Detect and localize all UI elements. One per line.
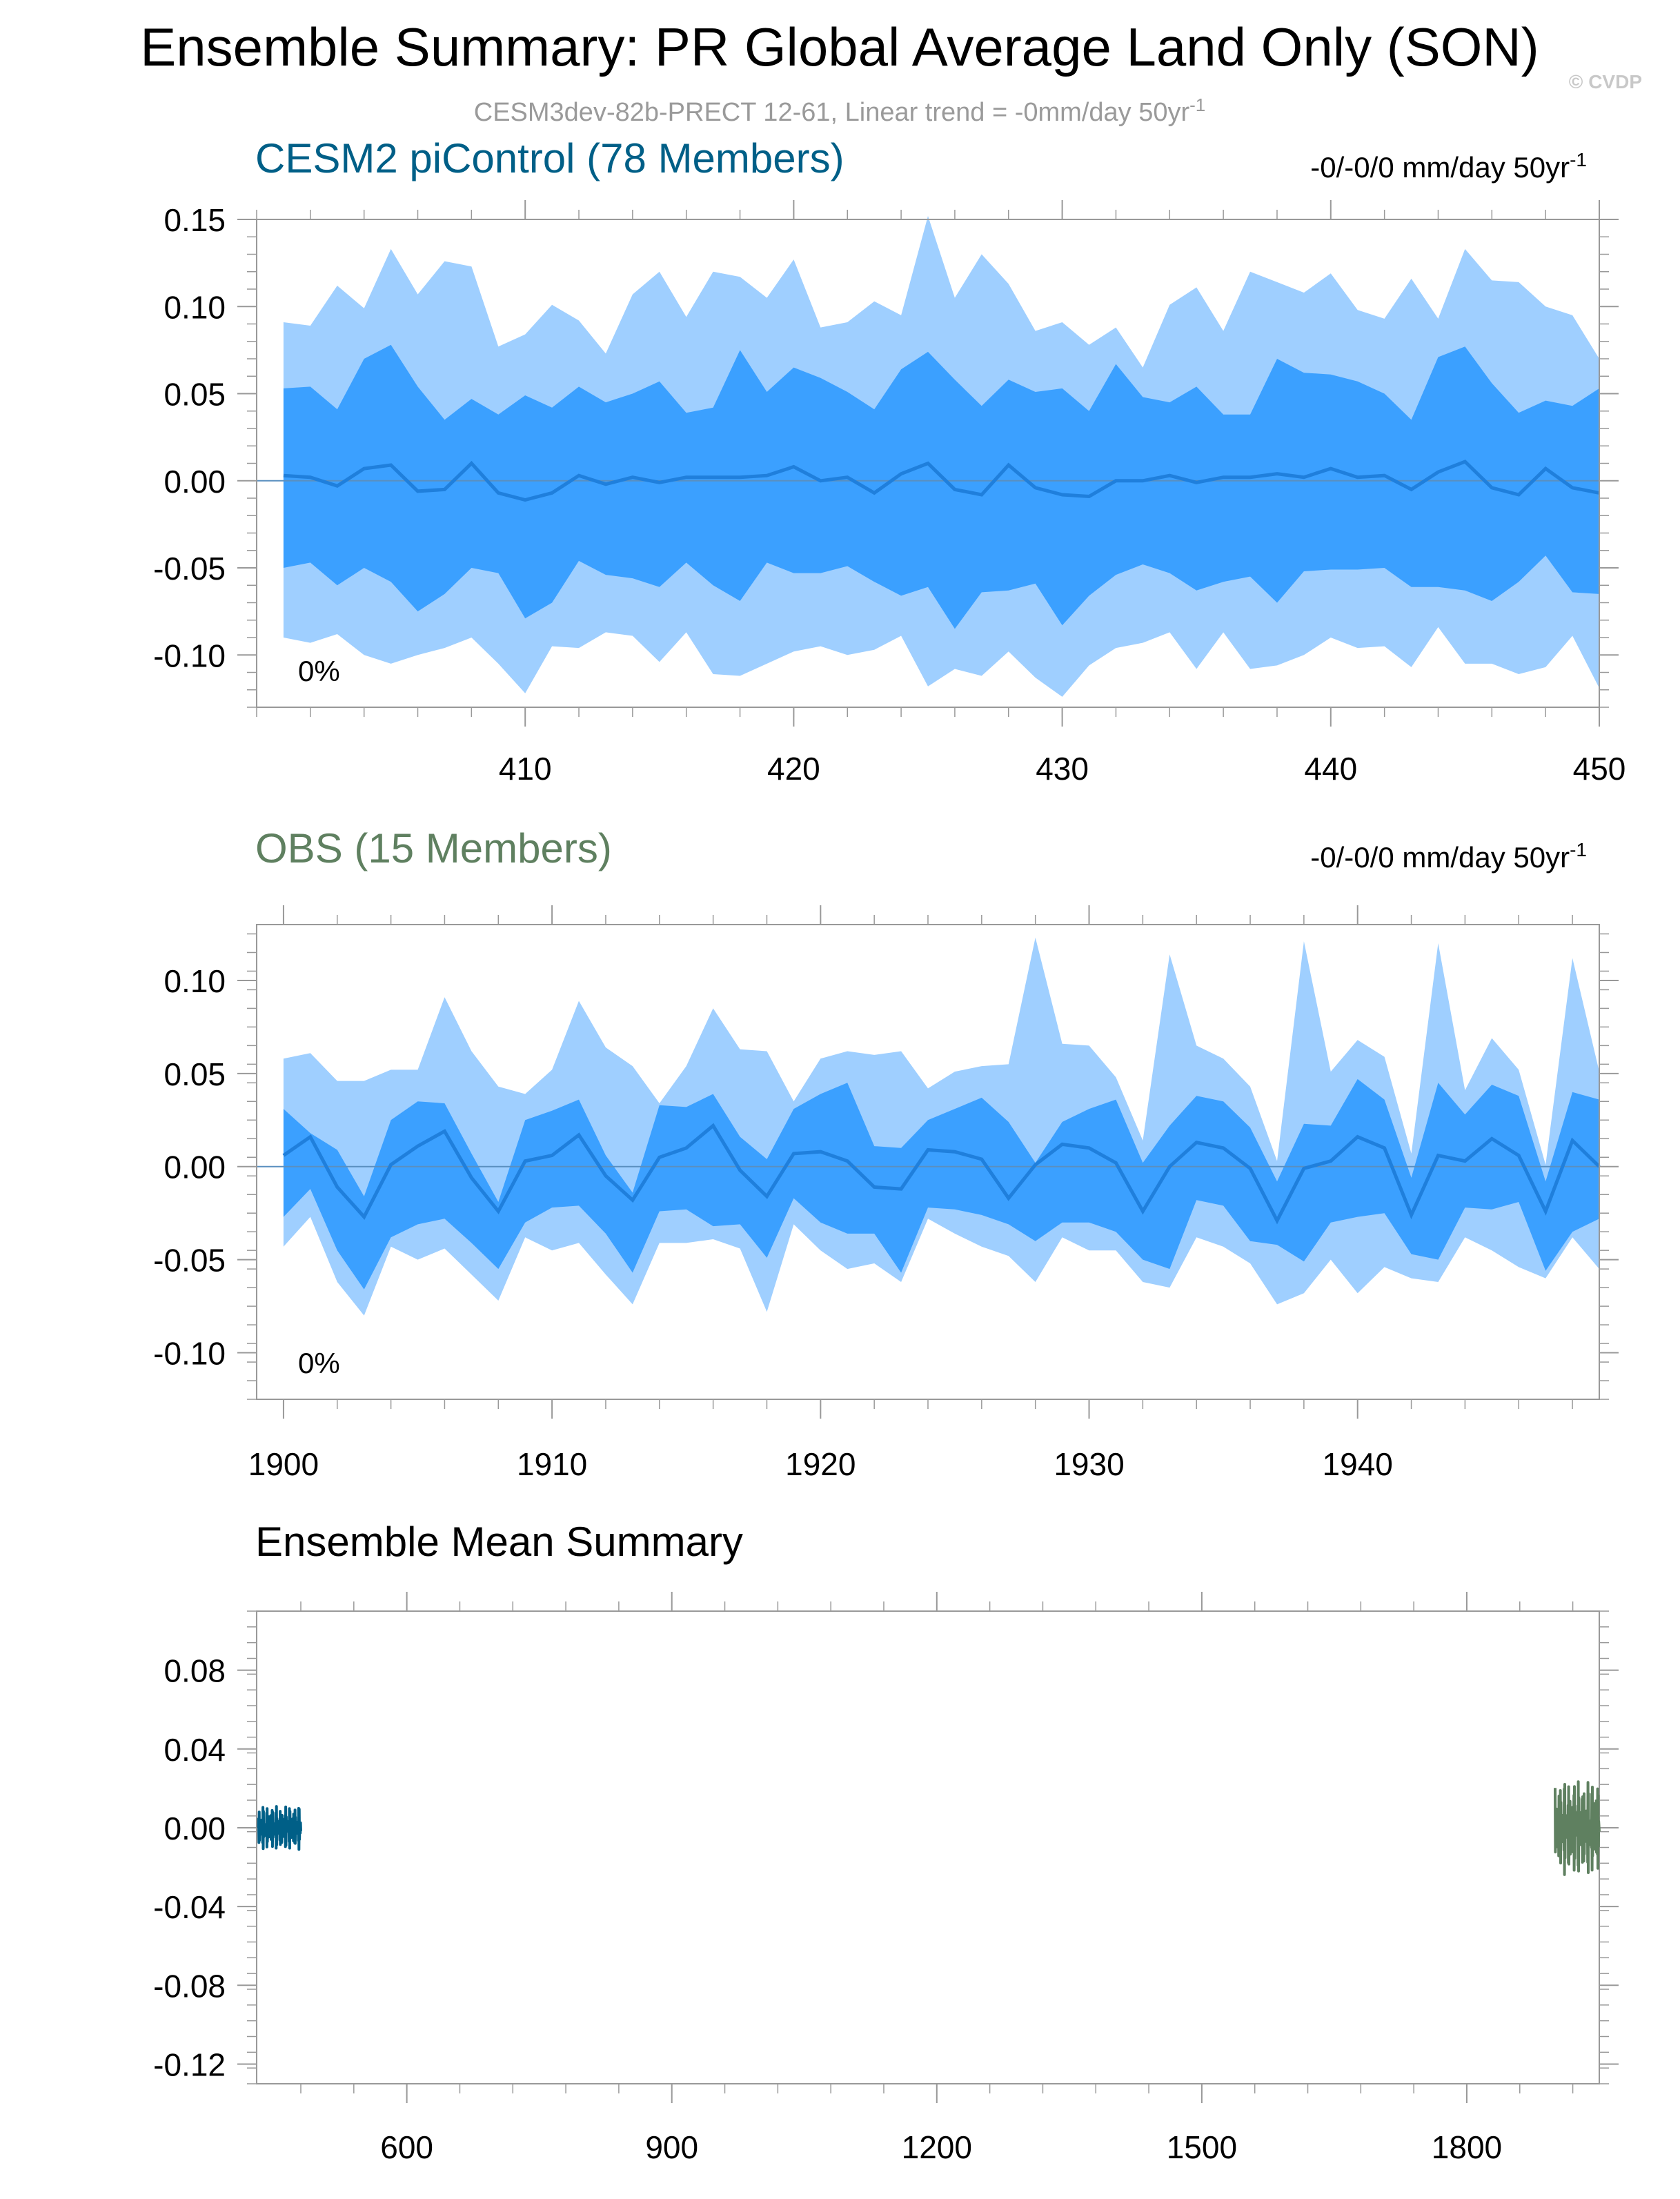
- x-tick-label: 430: [1036, 751, 1089, 787]
- panel-title-obs: OBS (15 Members): [255, 825, 612, 871]
- x-tick-label: 1920: [785, 1446, 856, 1482]
- y-tick-label: -0.12: [153, 2047, 226, 2082]
- x-tick-label: 420: [767, 751, 820, 787]
- y-tick-label: 0.00: [164, 1811, 226, 1846]
- panel-title-cesm2: CESM2 piControl (78 Members): [255, 135, 844, 181]
- y-tick-label: -0.08: [153, 1968, 226, 2004]
- ensemble-mean-series-obs: [1554, 1780, 1601, 1876]
- y-tick-label: 0.10: [164, 963, 226, 999]
- y-tick-label: -0.10: [153, 1336, 226, 1372]
- plot-frame: [256, 1610, 1600, 2084]
- subtitle-superscript: -1: [1189, 95, 1205, 115]
- y-tick-label: 0.05: [164, 1056, 226, 1092]
- y-tick-label: -0.05: [153, 551, 226, 586]
- svg-text:CESM3dev-82b-PRECT 12-61, Line: CESM3dev-82b-PRECT 12-61, Linear trend =…: [474, 95, 1206, 127]
- y-tick-label: -0.04: [153, 1889, 226, 1925]
- y-tick-label: 0.04: [164, 1732, 226, 1768]
- y-tick-label: -0.05: [153, 1243, 226, 1279]
- x-tick-label: 1500: [1167, 2129, 1237, 2165]
- x-tick-label: 1910: [517, 1446, 587, 1482]
- subtitle: CESM3dev-82b-PRECT 12-61, Linear trend =…: [474, 95, 1206, 127]
- ensemble-mean-line: [282, 1123, 1601, 1225]
- panel-obs: OBS (15 Members) -0/-0/0 mm/day 50yr-1 -…: [153, 825, 1619, 1482]
- percent-annotation: 0%: [298, 655, 340, 687]
- panel-title-ensemble-mean: Ensemble Mean Summary: [255, 1519, 743, 1565]
- trend-label-obs: -0/-0/0 mm/day 50yr-1: [1310, 839, 1587, 874]
- figure-title: Ensemble Summary: PR Global Average Land…: [140, 17, 1539, 77]
- y-tick-label: 0.05: [164, 377, 226, 413]
- x-tick-label: 1200: [902, 2129, 972, 2165]
- x-tick-label: 1900: [248, 1446, 319, 1482]
- y-tick-label: 0.00: [164, 1150, 226, 1185]
- x-tick-label: 1800: [1432, 2129, 1502, 2165]
- watermark: © CVDP: [1569, 71, 1642, 92]
- y-tick-label: -0.10: [153, 638, 226, 673]
- percent-annotation: 0%: [298, 1347, 340, 1379]
- panel-cesm2-picontrol: CESM2 piControl (78 Members) -0/-0/0 mm/…: [153, 135, 1625, 787]
- panel-ensemble-mean-summary: Ensemble Mean Summary -0.12 -0.08 -0.04 0.0…: [153, 1519, 1619, 2165]
- x-tick-label: 1930: [1054, 1446, 1124, 1482]
- y-tick-label: 0.10: [164, 289, 226, 325]
- p10-p90-band: [283, 344, 1599, 629]
- x-tick-label: 440: [1304, 751, 1357, 787]
- ensemble-mean-line: [283, 460, 1600, 502]
- trend-label-cesm2: -0/-0/0 mm/day 50yr-1: [1310, 149, 1587, 184]
- y-tick-label: 0.08: [164, 1653, 226, 1689]
- x-tick-label: 410: [499, 751, 552, 787]
- y-tick-label: 0.00: [164, 464, 226, 500]
- ensemble-mean-series-cesm2: [257, 1805, 302, 1851]
- x-tick-label: 1940: [1323, 1446, 1393, 1482]
- x-tick-label: 450: [1573, 751, 1626, 787]
- x-tick-label: 900: [645, 2129, 698, 2165]
- x-tick-label: 600: [380, 2129, 433, 2165]
- p10-p90-band: [283, 1078, 1599, 1290]
- y-tick-label: 0.15: [164, 202, 226, 238]
- subtitle-text: CESM3dev-82b-PRECT 12-61, Linear trend =…: [474, 98, 1190, 127]
